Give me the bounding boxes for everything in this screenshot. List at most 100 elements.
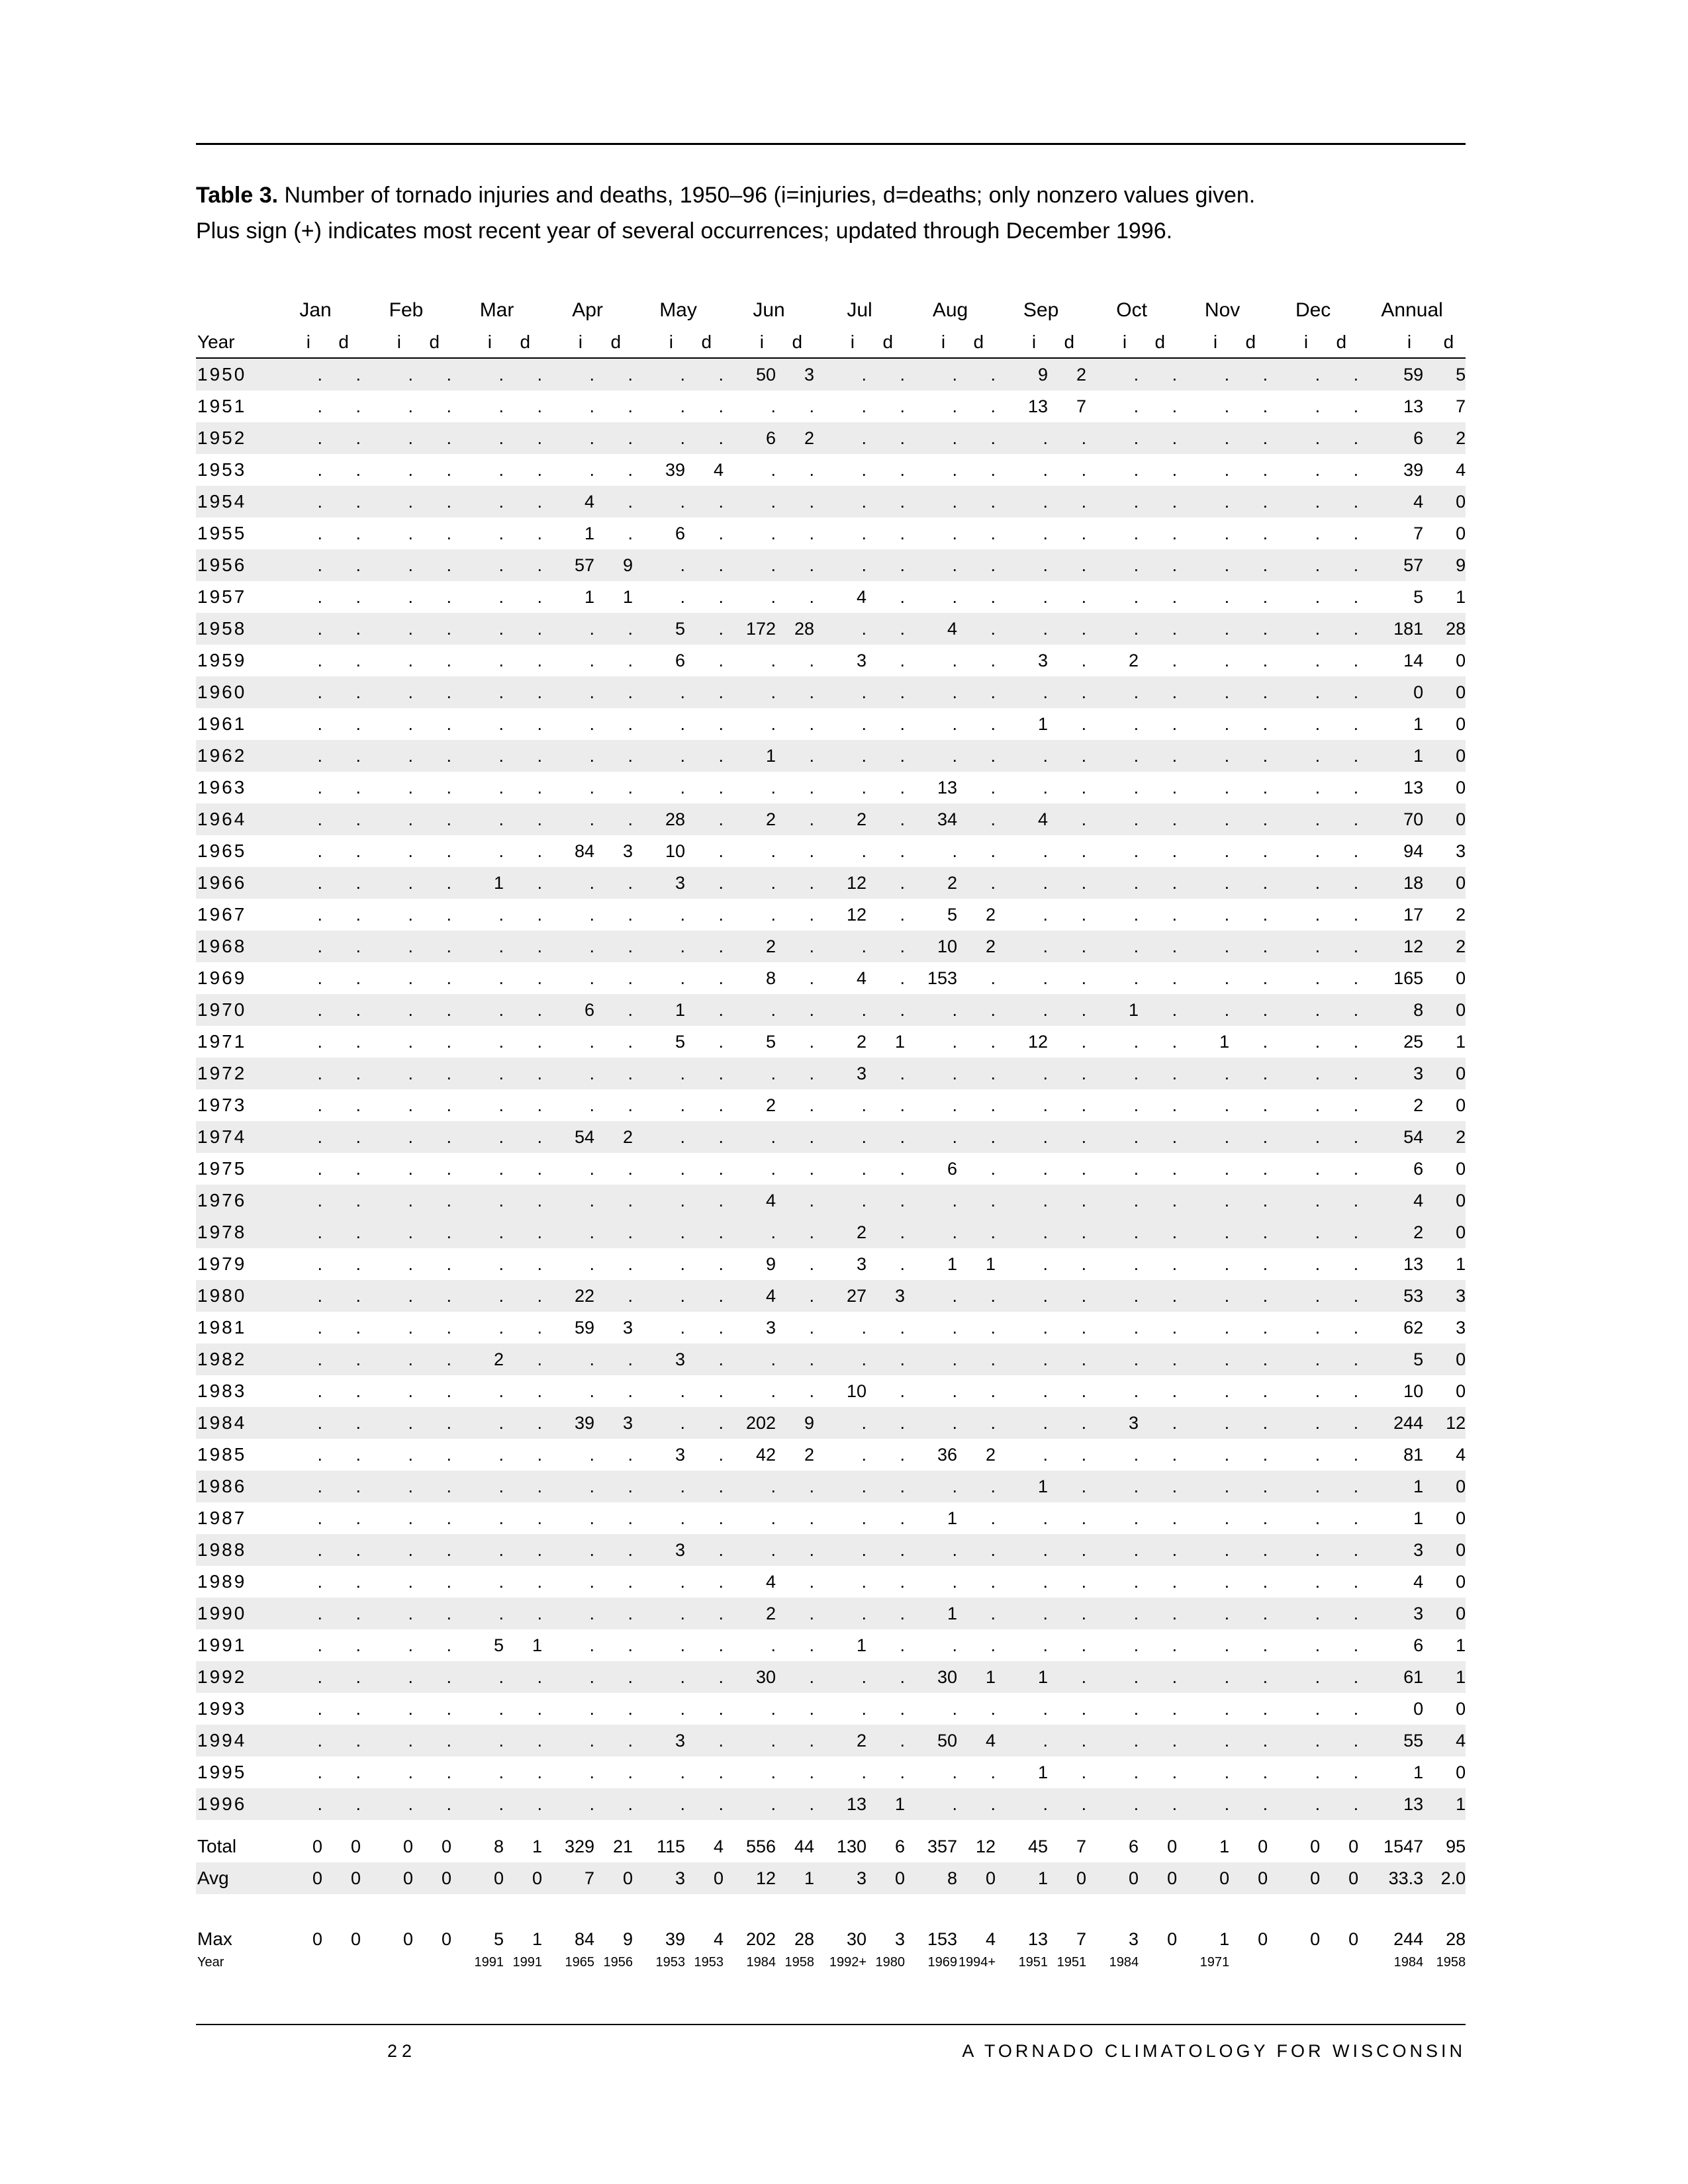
value-cell: .	[771, 682, 776, 702]
summary-value-cell: 0	[714, 1868, 724, 1888]
value-cell: 2	[623, 1126, 633, 1147]
value-cell: .	[1224, 1158, 1230, 1179]
caption-label: Table 3.	[196, 183, 279, 208]
value-cell: .	[990, 777, 996, 797]
value-cell: .	[952, 682, 958, 702]
value-cell: 2	[986, 904, 996, 925]
value-cell: .	[1262, 1539, 1268, 1560]
table-row: 1992.......... 30... 30 1 1....... 61 1	[196, 1661, 1466, 1693]
value-cell: .	[537, 1317, 543, 1338]
value-cell: .	[498, 1730, 504, 1751]
value-cell: .	[1353, 1063, 1359, 1083]
summary-value-cell: 0	[1348, 1868, 1359, 1888]
summary-value-cell: 1956	[603, 1955, 633, 1970]
value-cell: .	[1172, 904, 1178, 925]
value-cell: 5	[947, 904, 958, 925]
value-cell: .	[408, 968, 413, 988]
value-cell: .	[498, 1253, 504, 1274]
value-cell: .	[952, 1635, 958, 1655]
value-cell: .	[718, 1158, 724, 1179]
value-cell: .	[317, 904, 322, 925]
value-cell: .	[1262, 586, 1268, 607]
value-cell: .	[446, 1158, 452, 1179]
value-cell: .	[537, 1190, 543, 1210]
value-cell: .	[809, 1095, 815, 1115]
value-cell: .	[1172, 872, 1178, 893]
value-cell: .	[355, 713, 361, 734]
value-cell: .	[446, 936, 452, 956]
value-cell: .	[537, 364, 543, 385]
summary-value-cell: 1	[532, 1929, 543, 1949]
value-cell: .	[628, 364, 633, 385]
annual-deaths-cell: 0	[1456, 1603, 1466, 1623]
value-cell: .	[952, 745, 958, 766]
value-cell: .	[628, 1222, 633, 1242]
top-rule	[196, 143, 1466, 145]
value-cell: .	[1172, 777, 1178, 797]
value-cell: .	[1353, 1095, 1359, 1115]
value-cell: .	[1224, 1222, 1230, 1242]
value-cell: 1	[1129, 999, 1139, 1020]
deaths-subheader: d	[322, 327, 361, 359]
value-cell: .	[718, 555, 724, 575]
year-cell: 1961	[197, 713, 247, 734]
table-row: 1968.......... 2... 10 2........ 12 2	[196, 931, 1466, 962]
value-cell: .	[952, 459, 958, 480]
value-cell: 3	[857, 650, 867, 670]
value-cell: .	[1315, 364, 1321, 385]
value-cell: .	[1353, 1476, 1359, 1496]
value-cell: 1	[947, 1508, 958, 1528]
value-cell: .	[498, 1222, 504, 1242]
value-cell: .	[861, 745, 867, 766]
value-cell: .	[1224, 1444, 1230, 1465]
value-cell: .	[1224, 396, 1230, 416]
value-cell: .	[718, 618, 724, 639]
table-row: 1970...... 6. 1......... 1..... 8 0	[196, 994, 1466, 1026]
annual-injuries-cell: 13	[1403, 396, 1424, 416]
value-cell: .	[1315, 586, 1321, 607]
value-cell: .	[446, 428, 452, 448]
value-cell: .	[628, 523, 633, 543]
year-cell: 1969	[197, 968, 247, 988]
value-cell: .	[317, 1063, 322, 1083]
summary-value-cell	[322, 1955, 361, 1978]
value-cell: .	[680, 396, 686, 416]
annual-injuries-cell: 5	[1413, 586, 1424, 607]
value-cell: .	[900, 650, 906, 670]
value-cell: .	[446, 586, 452, 607]
annual-injuries-cell: 70	[1403, 809, 1424, 829]
value-cell: .	[317, 364, 322, 385]
annual-deaths-cell: 3	[1456, 841, 1466, 861]
value-cell: .	[446, 523, 452, 543]
value-cell: .	[1353, 1126, 1359, 1147]
year-cell: 1970	[197, 999, 247, 1020]
table-row: 1959........ 6... 3... 3. 2..... 14 0	[196, 645, 1466, 676]
deaths-subheader: d	[1229, 327, 1268, 359]
value-cell: .	[900, 364, 906, 385]
value-cell: .	[1353, 650, 1359, 670]
value-cell: .	[1172, 936, 1178, 956]
value-cell: .	[1043, 1222, 1049, 1242]
value-cell: .	[1315, 1381, 1321, 1401]
value-cell: .	[1353, 1285, 1359, 1306]
year-cell: 1993	[197, 1698, 247, 1719]
table-row: 1961................ 1....... 1 0	[196, 708, 1466, 740]
value-cell: .	[1081, 1349, 1087, 1369]
value-cell: .	[1133, 1381, 1139, 1401]
value-cell: .	[809, 745, 815, 766]
annual-injuries-cell: 6	[1413, 1635, 1424, 1655]
value-cell: .	[990, 555, 996, 575]
value-cell: .	[589, 1253, 595, 1274]
value-cell: .	[355, 1063, 361, 1083]
value-cell: .	[446, 968, 452, 988]
value-cell: .	[771, 555, 776, 575]
annual-injuries-cell: 5	[1413, 1349, 1424, 1369]
value-cell: .	[628, 1508, 633, 1528]
value-cell: .	[1224, 999, 1230, 1020]
year-cell: 1966	[197, 872, 247, 893]
value-cell: .	[1315, 1285, 1321, 1306]
value-cell: 1	[947, 1603, 958, 1623]
value-cell: .	[771, 396, 776, 416]
value-cell: .	[1081, 1635, 1087, 1655]
